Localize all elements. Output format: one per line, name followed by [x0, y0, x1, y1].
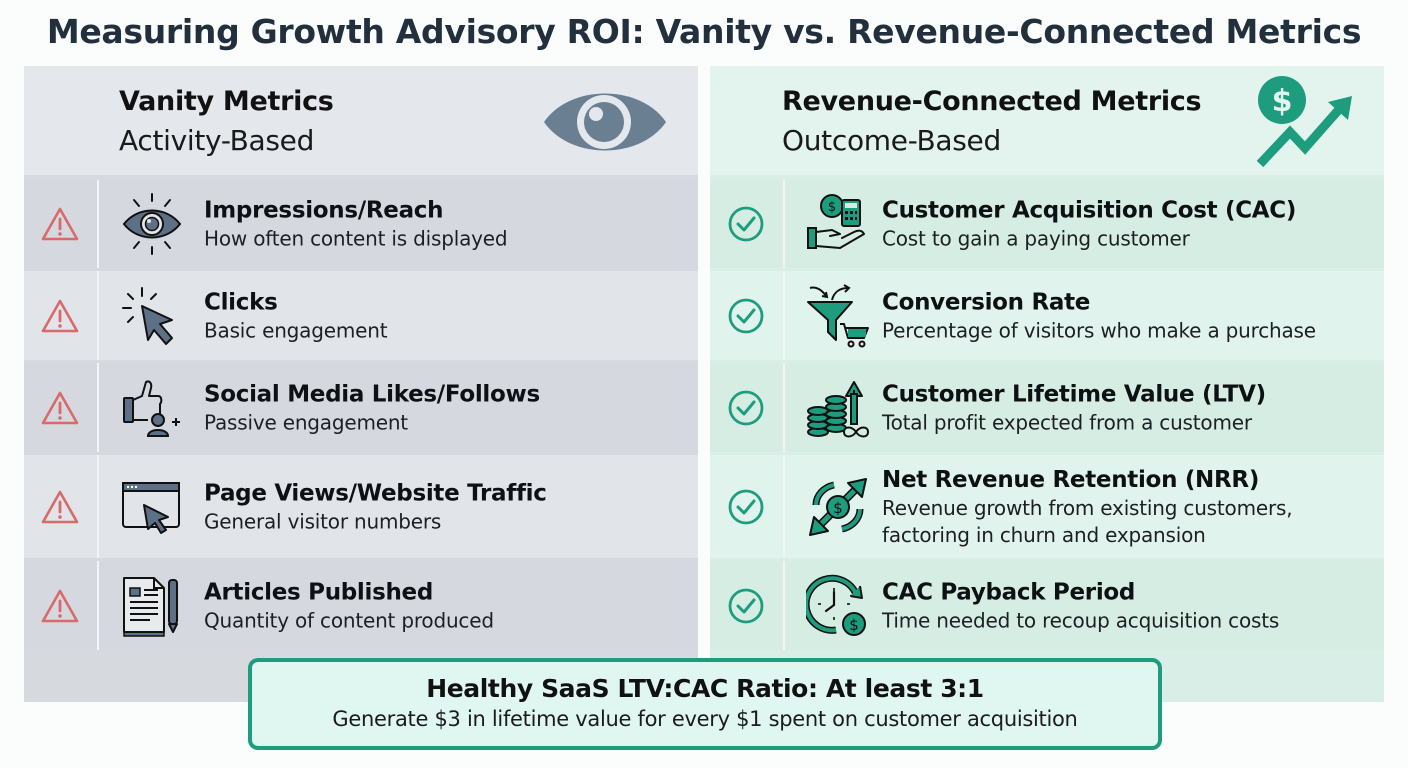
check-circle-icon: [710, 561, 782, 650]
metric-name: Customer Acquisition Cost (CAC): [882, 197, 1297, 224]
dollar-growth-arrow-icon: $: [1250, 72, 1360, 176]
column-divider: [783, 271, 785, 360]
vanity-row-pageviews: Page Views/Website Traffic General visit…: [24, 455, 698, 558]
revenue-row-cac: $ Customer Acquisition Cost (CAC) Cost t…: [710, 180, 1384, 268]
dollar-cycle-arrows-icon: $: [806, 475, 870, 539]
metric-desc: Revenue growth from existing customers,: [882, 495, 1293, 520]
column-divider: [97, 271, 99, 360]
vanity-heading: Vanity Metrics: [119, 86, 334, 117]
vanity-row-clicks: Clicks Basic engagement: [24, 271, 698, 360]
vanity-metrics-panel: Vanity Metrics Activity-Based: [24, 66, 698, 702]
metric-name: Articles Published: [204, 579, 434, 605]
vanity-row-social: Social Media Likes/Follows Passive engag…: [24, 363, 698, 452]
metric-desc: Percentage of visitors who make a purcha…: [882, 318, 1316, 342]
metric-name: Page Views/Website Traffic: [204, 480, 547, 506]
revenue-heading: Revenue-Connected Metrics: [782, 86, 1202, 117]
svg-text:$: $: [1272, 84, 1293, 119]
metric-name: Impressions/Reach: [204, 197, 444, 224]
cursor-click-icon: [120, 284, 184, 348]
revenue-row-payback: $ CAC Payback Period Time needed to reco…: [710, 561, 1384, 650]
document-pen-icon: [120, 574, 184, 638]
check-circle-icon: [710, 363, 782, 452]
vanity-subheading: Activity-Based: [119, 124, 315, 157]
metric-name: Conversion Rate: [882, 289, 1091, 315]
thumbs-up-follow-icon: [120, 376, 184, 440]
revenue-row-ltv: Customer Lifetime Value (LTV) Total prof…: [710, 363, 1384, 452]
column-divider: [97, 180, 99, 268]
metric-desc: Total profit expected from a customer: [882, 410, 1252, 434]
svg-text:$: $: [849, 616, 859, 634]
metric-desc: How often content is displayed: [204, 226, 508, 251]
check-circle-icon: [710, 271, 782, 360]
revenue-subheading: Outcome-Based: [782, 124, 1001, 157]
hand-coin-calculator-icon: $: [806, 192, 870, 256]
warning-triangle-icon: [24, 455, 96, 558]
column-divider: [783, 455, 785, 558]
clock-dollar-icon: $: [802, 574, 870, 638]
svg-text:$: $: [833, 499, 843, 517]
warning-triangle-icon: [24, 363, 96, 452]
coins-infinity-arrow-icon: [806, 376, 870, 440]
column-divider: [97, 455, 99, 558]
column-divider: [97, 363, 99, 452]
check-circle-icon: [710, 180, 782, 268]
metric-name: CAC Payback Period: [882, 579, 1136, 605]
column-divider: [97, 561, 99, 650]
metric-desc: Cost to gain a paying customer: [882, 226, 1190, 251]
metric-desc: Time needed to recoup acquisition costs: [882, 608, 1280, 632]
warning-triangle-icon: [24, 561, 96, 650]
ltv-cac-callout: Healthy SaaS LTV:CAC Ratio: At least 3:1…: [248, 658, 1162, 750]
vanity-row-articles: Articles Published Quantity of content p…: [24, 561, 698, 650]
column-divider: [783, 561, 785, 650]
page-title: Measuring Growth Advisory ROI: Vanity vs…: [46, 12, 1362, 51]
warning-triangle-icon: [24, 271, 96, 360]
column-divider: [783, 180, 785, 268]
warning-triangle-icon: [24, 180, 96, 268]
metric-name: Social Media Likes/Follows: [204, 381, 540, 407]
revenue-metrics-panel: Revenue-Connected Metrics Outcome-Based …: [710, 66, 1384, 702]
metric-name: Net Revenue Retention (NRR): [882, 466, 1260, 493]
vanity-row-impressions: Impressions/Reach How often content is d…: [24, 180, 698, 268]
check-circle-icon: [710, 455, 782, 558]
column-divider: [783, 363, 785, 452]
metric-desc: Quantity of content produced: [204, 608, 494, 632]
metric-desc-line2: factoring in churn and expansion: [882, 522, 1206, 547]
callout-title: Healthy SaaS LTV:CAC Ratio: At least 3:1: [426, 674, 984, 703]
metric-desc: Basic engagement: [204, 318, 388, 342]
svg-text:$: $: [828, 200, 836, 215]
metric-name: Clicks: [204, 289, 278, 315]
funnel-cart-icon: [806, 283, 870, 348]
metric-desc: General visitor numbers: [204, 509, 442, 533]
eye-radiating-icon: [120, 192, 184, 256]
metric-desc: Passive engagement: [204, 410, 408, 434]
vanity-header: Vanity Metrics Activity-Based: [24, 66, 698, 175]
eye-icon: [540, 80, 670, 168]
revenue-row-nrr: $ Net Revenue Retention (NRR) Revenue gr…: [710, 455, 1384, 558]
callout-subtitle: Generate $3 in lifetime value for every …: [332, 707, 1078, 731]
revenue-row-conversion: Conversion Rate Percentage of visitors w…: [710, 271, 1384, 360]
metric-name: Customer Lifetime Value (LTV): [882, 381, 1266, 407]
browser-cursor-icon: [120, 475, 184, 539]
revenue-header: Revenue-Connected Metrics Outcome-Based …: [710, 66, 1384, 175]
